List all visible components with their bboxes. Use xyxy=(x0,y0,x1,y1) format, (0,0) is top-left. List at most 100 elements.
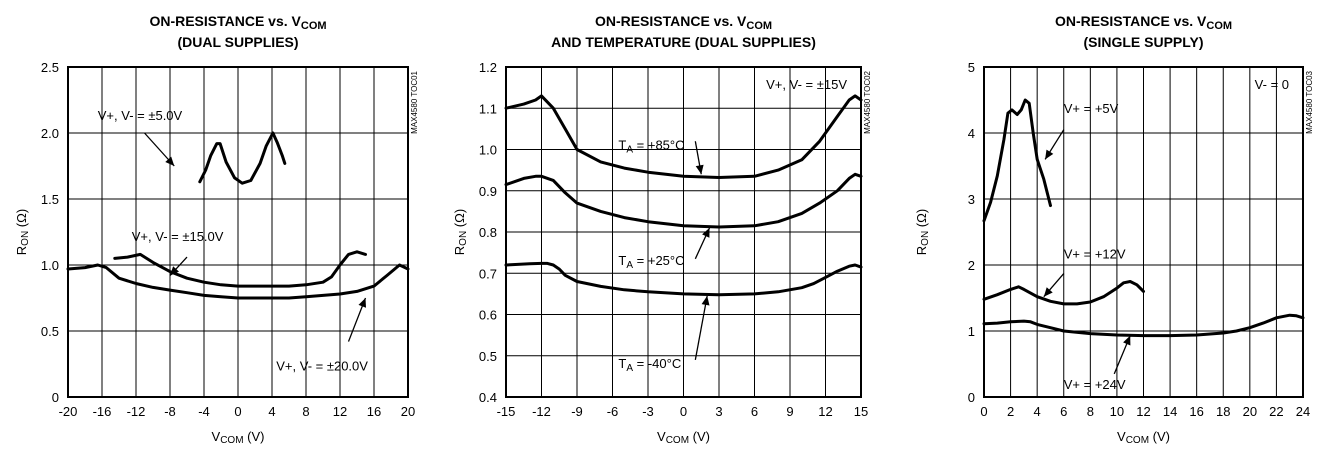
y-tick-label: 1 xyxy=(968,324,975,339)
x-tick-label: -8 xyxy=(164,404,176,419)
y-tick-label: 3 xyxy=(968,192,975,207)
chart-code: MAX4580 TOC03 xyxy=(1305,70,1314,133)
x-tick-label: 20 xyxy=(401,404,415,419)
chart-panel-1: ON-RESISTANCE vs. VCOM (DUAL SUPPLIES) -20… xyxy=(14,13,419,446)
y-tick-label: 0.7 xyxy=(479,266,497,281)
series-annotation-2: V+, V- = ±15.0V xyxy=(132,229,224,244)
x-tick-label: 8 xyxy=(302,404,309,419)
chart-code: MAX4580 TOC02 xyxy=(863,70,872,133)
x-tick-label: 4 xyxy=(1034,404,1041,419)
series-annotation-2: TA = +25°C xyxy=(618,253,684,271)
x-tick-label: 6 xyxy=(751,404,758,419)
chart-code: MAX4580 TOC01 xyxy=(410,70,419,133)
plot-frame xyxy=(67,66,409,398)
plot-frame xyxy=(505,66,862,398)
y-tick-label: 0.9 xyxy=(479,184,497,199)
y-tick-label: 2.0 xyxy=(41,126,59,141)
y-tick-label: 1.5 xyxy=(41,192,59,207)
x-tick-label: -9 xyxy=(571,404,583,419)
y-axis-label: RON (Ω) xyxy=(14,209,31,255)
x-tick-label: 6 xyxy=(1060,404,1067,419)
y-tick-label: 0 xyxy=(52,390,59,405)
x-axis-label: VCOM (V) xyxy=(1117,429,1170,446)
x-tick-label: -4 xyxy=(198,404,210,419)
x-tick-label: 12 xyxy=(333,404,347,419)
x-axis-label: VCOM (V) xyxy=(212,429,265,446)
chart-title-line-2: AND TEMPERATURE (DUAL SUPPLIES) xyxy=(551,34,816,50)
annotation-arrow-head xyxy=(1045,149,1054,160)
series-annotation-3: V+ = +24V xyxy=(1064,377,1126,392)
chart-title-line-1: ON-RESISTANCE vs. VCOM xyxy=(149,13,326,32)
annotation-arrow-head xyxy=(701,295,710,306)
series-line-1 xyxy=(504,94,863,179)
y-tick-label: 5 xyxy=(968,60,975,75)
series-line-2 xyxy=(113,250,367,288)
x-tick-label: 14 xyxy=(1163,404,1177,419)
x-tick-label: -16 xyxy=(93,404,112,419)
y-tick-label: 1.2 xyxy=(479,60,497,75)
annotation-arrow-head xyxy=(1123,335,1131,346)
y-tick-label: 0.6 xyxy=(479,308,497,323)
supply-label: V- = 0 xyxy=(1255,77,1289,92)
x-tick-label: 9 xyxy=(786,404,793,419)
series-line-3 xyxy=(66,263,410,300)
x-tick-label: -12 xyxy=(127,404,146,419)
y-axis-label: RON (Ω) xyxy=(452,209,469,255)
series-annotation-3: V+, V- = ±20.0V xyxy=(276,359,368,374)
y-tick-label: 1.1 xyxy=(479,101,497,116)
chart-panel-3: ON-RESISTANCE vs. VCOM(SINGLE SUPPLY)0 2 4… xyxy=(914,13,1314,446)
series-line-3 xyxy=(504,261,863,297)
series-annotation-2: V+ = +12V xyxy=(1064,246,1126,261)
y-tick-label: 4 xyxy=(968,126,975,141)
x-tick-label: 15 xyxy=(854,404,868,419)
y-tick-label: 0.4 xyxy=(479,390,497,405)
x-tick-label: 0 xyxy=(980,404,987,419)
plot-frame xyxy=(983,66,1304,398)
series-line-1 xyxy=(982,98,1052,223)
x-tick-label: 20 xyxy=(1243,404,1257,419)
chart-panel-2: ON-RESISTANCE vs. VCOM AND TEMPERATURE (D… xyxy=(452,13,872,446)
y-tick-label: 1.0 xyxy=(41,258,59,273)
x-tick-label: -3 xyxy=(642,404,654,419)
x-tick-label: 3 xyxy=(715,404,722,419)
x-tick-label: 0 xyxy=(234,404,241,419)
chart-title-line-2: (DUAL SUPPLIES) xyxy=(177,34,298,50)
x-tick-label: -20 xyxy=(59,404,78,419)
y-tick-label: 0.5 xyxy=(479,349,497,364)
supply-label: V+, V- = ±15V xyxy=(766,77,847,92)
x-tick-label: 8 xyxy=(1087,404,1094,419)
series-line-2 xyxy=(982,280,1145,306)
y-tick-label: 2.5 xyxy=(41,60,59,75)
series-annotation-1: V+ = +5V xyxy=(1064,101,1119,116)
annotation-arrow-head xyxy=(1043,287,1053,297)
x-tick-label: -6 xyxy=(607,404,619,419)
y-tick-label: 1.0 xyxy=(479,143,497,158)
x-tick-label: 10 xyxy=(1110,404,1124,419)
annotation-arrow-head xyxy=(702,227,710,238)
series-annotation-3: TA = -40°C xyxy=(618,356,681,374)
series-annotation-1: TA = +85°C xyxy=(618,138,684,156)
series-line-1 xyxy=(198,131,287,185)
x-tick-label: 18 xyxy=(1216,404,1230,419)
series-annotation-1: V+, V- = ±5.0V xyxy=(98,108,183,123)
x-axis-label: VCOM (V) xyxy=(657,429,710,446)
x-tick-label: 16 xyxy=(367,404,381,419)
y-tick-label: 2 xyxy=(968,258,975,273)
chart-title-line-1: ON-RESISTANCE vs. VCOM xyxy=(595,13,772,32)
x-tick-label: 2 xyxy=(1007,404,1014,419)
annotation-arrow-head xyxy=(358,298,366,308)
x-tick-label: -12 xyxy=(532,404,551,419)
y-axis-label: RON (Ω) xyxy=(914,209,931,255)
x-tick-label: 4 xyxy=(268,404,275,419)
x-tick-label: 22 xyxy=(1269,404,1283,419)
x-tick-label: 0 xyxy=(680,404,687,419)
chart-title-line-2: (SINGLE SUPPLY) xyxy=(1083,34,1203,50)
annotation-arrow-head xyxy=(170,266,179,276)
x-tick-label: 12 xyxy=(1136,404,1150,419)
x-tick-label: -15 xyxy=(497,404,516,419)
y-tick-label: 0 xyxy=(968,390,975,405)
x-tick-label: 16 xyxy=(1189,404,1203,419)
annotation-arrow-head xyxy=(695,164,704,175)
series-line-2 xyxy=(504,172,863,229)
x-tick-label: 12 xyxy=(818,404,832,419)
